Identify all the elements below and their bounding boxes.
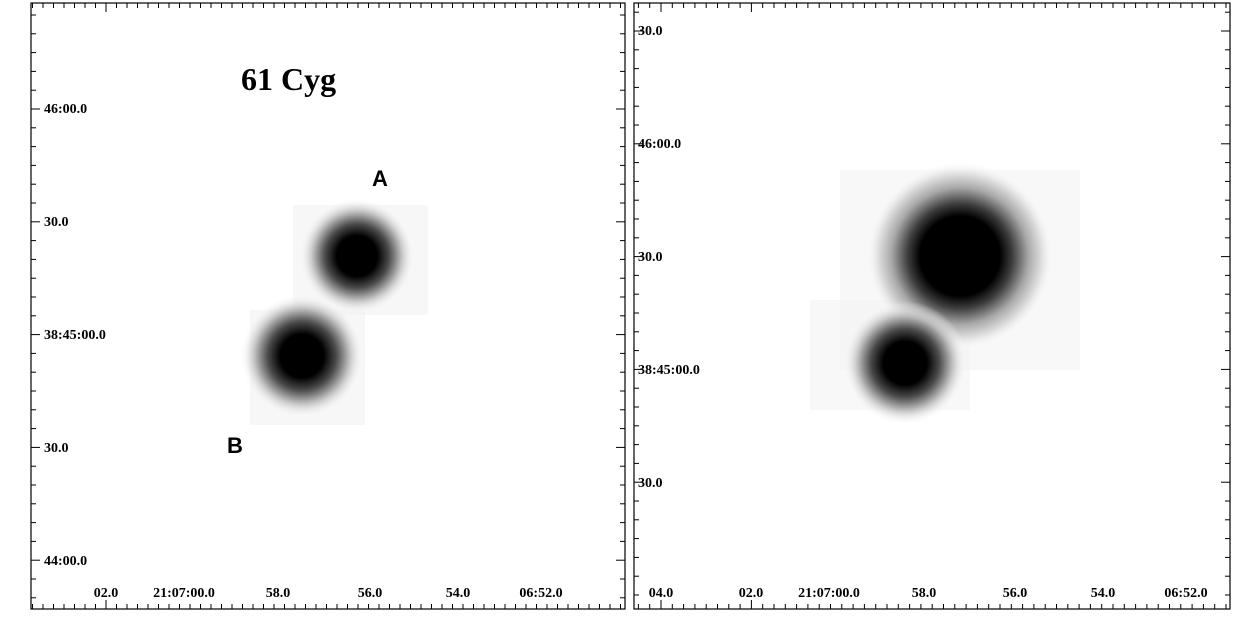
x-tick-label: 02.0 [94,586,119,601]
x-tick-label: 56.0 [1003,586,1028,601]
x-tick-label: 58.0 [266,586,291,601]
x-tick-label: 06:52.0 [1164,586,1207,601]
x-tick-label: 58.0 [912,586,937,601]
right-x-axis-labels: 04.0 02.0 21:07:00.0 58.0 56.0 54.0 06:5… [649,586,1208,601]
left-image [240,198,428,425]
x-tick-label: 54.0 [1091,586,1116,601]
right-y-axis-labels: 30.0 46:00.0 30.0 38:45:00.0 30.0 [638,24,700,491]
left-panel: 61 Cyg A B 46:00.0 30.0 38:45:00.0 30.0 … [30,2,626,610]
y-tick-label: 38:45:00.0 [638,363,700,378]
star-label-a: A [372,166,388,191]
y-tick-label: 46:00.0 [638,137,681,152]
star-label-b: B [227,433,243,458]
right-panel: 30.0 46:00.0 30.0 38:45:00.0 30.0 04.0 0… [633,2,1231,610]
left-y-axis-labels: 46:00.0 30.0 38:45:00.0 30.0 44:00.0 [44,102,106,569]
y-tick-label: 30.0 [638,476,663,491]
right-panel-frame [633,2,1231,610]
right-image [810,161,1080,425]
x-tick-label: 21:07:00.0 [153,586,215,601]
x-tick-label: 56.0 [358,586,383,601]
left-x-axis-labels: 02.0 21:07:00.0 58.0 56.0 54.0 06:52.0 [94,586,563,601]
star-b-blob [240,294,364,418]
y-tick-label: 44:00.0 [44,554,87,569]
plot-title: 61 Cyg [241,61,336,97]
x-tick-label: 06:52.0 [519,586,562,601]
left-axis-ticks [31,3,625,609]
x-tick-label: 04.0 [649,586,674,601]
star-b-blob [843,301,967,425]
x-tick-label: 21:07:00.0 [798,586,860,601]
y-tick-label: 38:45:00.0 [44,328,106,343]
x-tick-label: 54.0 [446,586,471,601]
y-tick-label: 30.0 [44,215,69,230]
y-tick-label: 46:00.0 [44,102,87,117]
x-tick-label: 02.0 [739,586,764,601]
star-a-blob [299,198,415,314]
y-tick-label: 30.0 [638,250,663,265]
right-axis-ticks [634,3,1230,609]
y-tick-label: 30.0 [638,24,663,39]
y-tick-label: 30.0 [44,441,69,456]
